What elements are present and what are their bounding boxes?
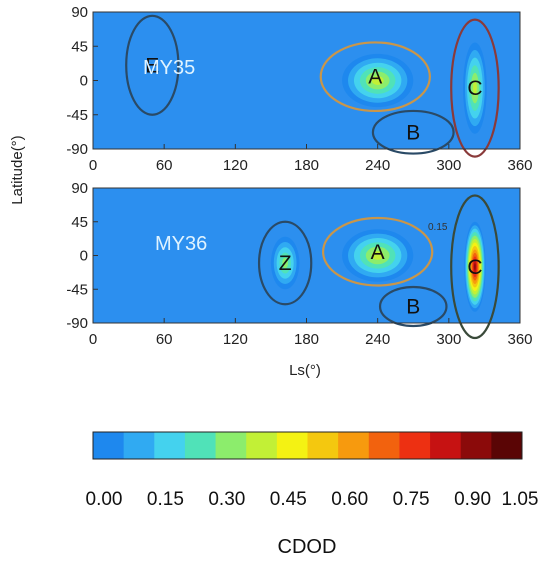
region-ellipse-b	[378, 285, 448, 328]
region-ellipse-c	[450, 18, 500, 158]
y-tick-label: 45	[71, 214, 88, 231]
colorbar-cell	[276, 432, 308, 459]
x-tick-label: 180	[294, 157, 319, 174]
region-label-b: B	[406, 296, 420, 319]
panel-my36-x-ticks: 0 60 120 180 240 300 360	[89, 318, 533, 348]
x-tick-label: 240	[365, 157, 390, 174]
region-ellipse-e	[125, 14, 180, 116]
colorbar-cell	[399, 432, 431, 459]
panel-my35-x-ticks: 0 60 120 180 240 300 360	[89, 144, 533, 174]
region-label-c: C	[467, 77, 482, 100]
colorbar-tick-label: 0.15	[147, 489, 184, 510]
x-tick-label: 180	[294, 331, 319, 348]
y-tick-label: 45	[71, 38, 88, 55]
x-tick-label: 360	[507, 331, 532, 348]
region-label-a: A	[371, 241, 385, 264]
x-tick-label: 360	[507, 157, 532, 174]
colorbar-cell	[368, 432, 400, 459]
y-tick-label: 0	[80, 73, 88, 90]
colorbar-tick-label: 0.60	[331, 489, 368, 510]
colorbar-cell	[184, 432, 217, 459]
y-tick-label: -45	[66, 281, 88, 298]
hotspot-0-level-6	[371, 251, 384, 260]
panel-my35-background	[93, 12, 520, 149]
panel-my35-label: MY35	[143, 57, 195, 79]
panel-my36-label: MY36	[155, 233, 207, 255]
x-tick-label: 300	[436, 157, 461, 174]
colorbar-cell	[215, 432, 247, 459]
region-label-a: A	[368, 66, 382, 89]
panel-my35-y-ticks: 90 45 0 -45 -90	[66, 4, 98, 158]
x-axis-label: Ls(°)	[289, 362, 321, 379]
colorbar-cell	[460, 432, 492, 459]
colorbar-cell	[246, 432, 278, 459]
x-tick-label: 0	[89, 331, 97, 348]
panel-my36-y-ticks: 90 45 0 -45 -90	[66, 180, 98, 332]
colorbar-cell	[154, 432, 186, 459]
colorbar-tick-label: 1.05	[502, 489, 539, 510]
colorbar: 0.00 0.15 0.30 0.45 0.60 0.75 0.90 1.05 CDOD	[86, 431, 539, 558]
y-axis-label: Latitude(°)	[9, 135, 26, 204]
x-tick-label: 300	[436, 331, 461, 348]
panel-my36-regions: Z A B C	[257, 194, 500, 340]
x-tick-label: 60	[156, 331, 173, 348]
x-tick-label: 240	[365, 331, 390, 348]
contour-label: 0.15	[428, 222, 448, 233]
colorbar-ticks: 0.00 0.15 0.30 0.45 0.60 0.75 0.90 1.05	[86, 489, 539, 510]
y-tick-label: -45	[66, 107, 88, 124]
colorbar-tick-label: 0.75	[393, 489, 430, 510]
colorbar-cell	[430, 432, 462, 459]
colorbar-tick-label: 0.30	[208, 489, 245, 510]
colorbar-tick-label: 0.45	[270, 489, 307, 510]
y-tick-label: 0	[80, 248, 88, 265]
colorbar-cells	[93, 432, 523, 459]
region-label-e: E	[145, 54, 159, 77]
region-ellipse-c	[450, 194, 500, 340]
panel-my35: E A B C MY35 0 60 120 180 240 300 360 90 45 0 -45 -90	[66, 4, 532, 174]
region-ellipse-z	[257, 220, 313, 306]
panel-my36: Z ABC MY36 0.15 0 60 120 180 240 300 360 90450-…	[66, 180, 532, 348]
y-tick-label: -90	[66, 315, 88, 332]
hotspot-0-level-6	[371, 76, 384, 85]
colorbar-frame	[92, 431, 523, 460]
hotspot-1-level-6	[472, 80, 477, 96]
x-tick-label: 0	[89, 157, 97, 174]
y-tick-label: 90	[71, 4, 88, 21]
hotspot-2-level-5	[282, 257, 288, 269]
hotspot-1-level-13	[474, 263, 476, 271]
region-label-z: Z	[279, 252, 292, 275]
colorbar-cell	[123, 432, 155, 459]
region-label-c: C	[467, 256, 482, 279]
region-ellipse-a	[322, 216, 434, 287]
region-ellipse-b	[371, 109, 455, 155]
panel-my35-heatmap	[342, 42, 487, 134]
region-label-b: B	[406, 121, 420, 144]
x-tick-label: 120	[223, 331, 248, 348]
panel-my36-background	[93, 188, 520, 323]
panel-my35-regions: E A B C	[125, 14, 500, 158]
colorbar-tick-label: 0.00	[86, 489, 123, 510]
x-tick-label: 120	[223, 157, 248, 174]
colorbar-cell	[93, 432, 125, 459]
region-ellipse-a	[319, 41, 431, 113]
colorbar-cell	[338, 432, 370, 459]
x-tick-label: 60	[156, 157, 173, 174]
colorbar-cell	[307, 432, 339, 459]
colorbar-title: CDOD	[278, 536, 337, 558]
colorbar-tick-label: 0.90	[454, 489, 491, 510]
y-tick-label: 90	[71, 180, 88, 197]
colorbar-cell	[491, 432, 523, 459]
panel-my36-heatmap	[270, 221, 486, 312]
y-tick-label: -90	[66, 141, 88, 158]
